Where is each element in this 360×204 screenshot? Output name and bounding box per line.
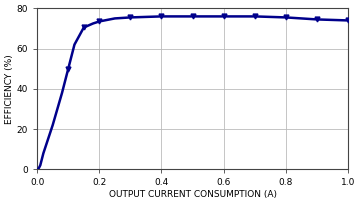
Y-axis label: EFFICIENCY (%): EFFICIENCY (%) — [5, 54, 14, 124]
X-axis label: OUTPUT CURRENT CONSUMPTION (A): OUTPUT CURRENT CONSUMPTION (A) — [109, 190, 276, 199]
